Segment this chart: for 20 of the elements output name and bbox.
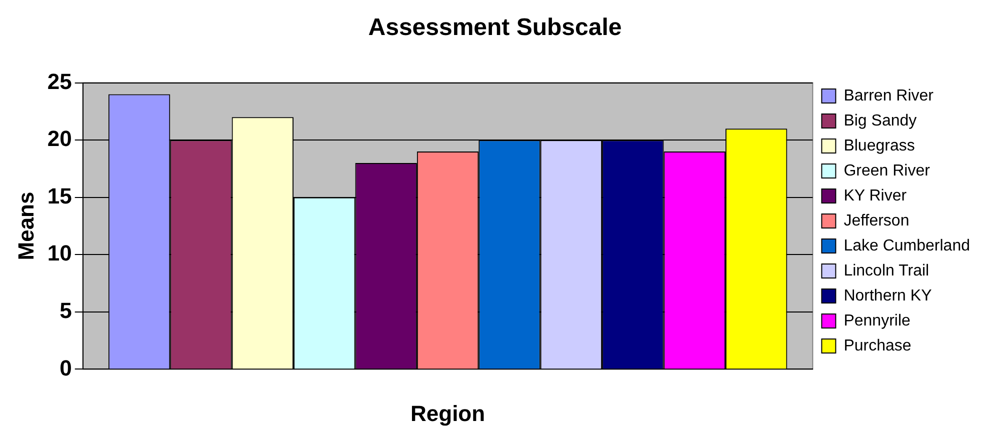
legend-label: Bluegrass bbox=[844, 137, 915, 154]
y-tick-label: 10 bbox=[47, 240, 72, 266]
chart-title: Assessment Subscale bbox=[368, 14, 622, 42]
legend-label: Green River bbox=[844, 162, 931, 180]
legend-label: Jefferson bbox=[844, 212, 910, 230]
y-tick-label: 20 bbox=[47, 126, 72, 152]
y-tick-label: 5 bbox=[60, 298, 72, 323]
legend-label: Purchase bbox=[844, 337, 912, 354]
y-tick-label: 0 bbox=[60, 355, 72, 380]
legend-label: KY River bbox=[844, 187, 908, 204]
y-axis-title: Means bbox=[13, 192, 38, 260]
legend-label: Barren River bbox=[844, 87, 934, 104]
legend-label: Lake Cumberland bbox=[844, 237, 970, 254]
legend-label: Big Sandy bbox=[844, 112, 917, 130]
legend-label: Pennyrile bbox=[844, 312, 911, 330]
y-tick-label: 25 bbox=[47, 68, 72, 94]
x-axis-title: Region bbox=[410, 400, 486, 426]
y-tick-label: 15 bbox=[47, 183, 72, 208]
legend-label: Northern KY bbox=[844, 287, 932, 304]
legend-label: Lincoln Trail bbox=[844, 262, 930, 280]
